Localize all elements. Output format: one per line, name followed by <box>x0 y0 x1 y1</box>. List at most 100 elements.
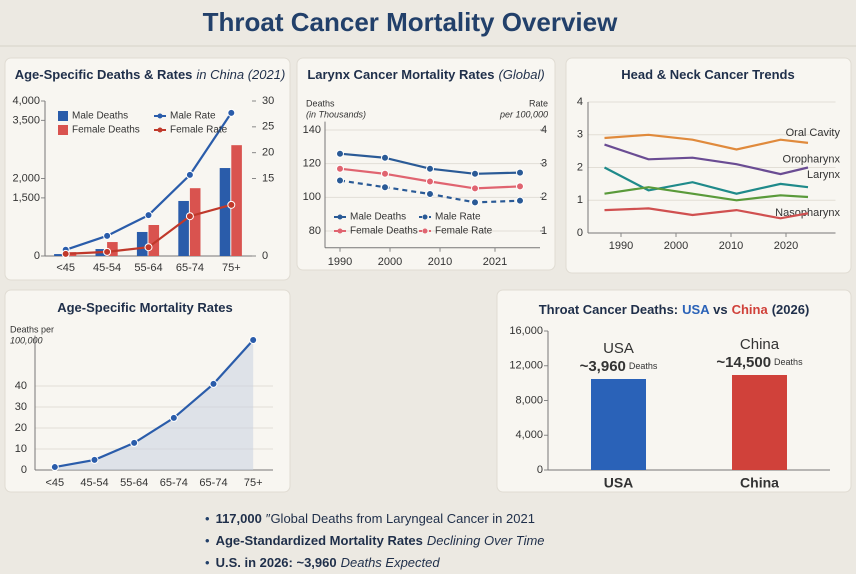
marker <box>103 247 112 256</box>
annotation-number: ~3,960 <box>580 358 626 375</box>
y-tick-label: 0 <box>577 227 583 239</box>
legend-label: Female Rate <box>170 125 228 136</box>
title: Age-Specific Mortality Rates <box>57 300 233 315</box>
legend-swatch <box>58 111 68 121</box>
marker <box>516 168 524 177</box>
bar <box>178 200 189 256</box>
y2-axis-title: Rate <box>529 98 548 108</box>
panel <box>4 57 291 281</box>
marker <box>471 184 479 193</box>
marker <box>471 169 479 178</box>
marker <box>103 231 112 240</box>
bar <box>54 254 65 256</box>
page-title: Throat Cancer Mortality Overview <box>203 7 618 37</box>
y-tick-label: 0 <box>34 250 40 262</box>
bullet-text: Declining Over Time <box>426 533 545 548</box>
marker <box>61 249 70 258</box>
x-tick-label: 65-74 <box>176 262 204 274</box>
y-axis-title: Deaths <box>306 98 335 108</box>
chart-title: Throat Cancer Deaths: USA vs China (2026) <box>539 302 810 317</box>
title-part: vs <box>713 302 727 317</box>
title-part: USA <box>682 302 710 317</box>
y-tick-label: 30 <box>15 401 27 413</box>
marker <box>227 108 236 117</box>
chart-title: Age-Specific Deaths & Rates in China (202… <box>15 67 286 82</box>
legend-label: Female Deaths <box>350 226 418 237</box>
y-tick-label: 4 <box>577 96 583 108</box>
line <box>54 339 255 469</box>
legend-swatch <box>58 125 68 135</box>
legend-label: Female Deaths <box>72 125 140 136</box>
y-tick-label: 16,000 <box>509 325 543 337</box>
x-tick-label: 2010 <box>428 256 452 268</box>
marker <box>426 164 434 173</box>
line <box>604 133 809 151</box>
bullet: 117,000″Global Deaths from Laryngeal Can… <box>205 508 545 530</box>
line <box>603 166 809 195</box>
annotation-unit: Deaths <box>774 357 803 367</box>
marker <box>336 176 344 185</box>
y-axis-note: (in Thousands) <box>306 109 366 119</box>
marker <box>381 153 389 162</box>
subtitle: in China (2021) <box>196 67 285 82</box>
bar <box>591 378 646 470</box>
x-tick-label: 45-54 <box>80 477 108 489</box>
series-label: Oral Cavity <box>786 127 841 139</box>
legend-dot <box>157 127 163 133</box>
x-tick-label: 2000 <box>664 240 688 252</box>
y-tick-label: 100 <box>303 191 321 203</box>
x-tick-label: <45 <box>56 262 75 274</box>
title-part: Throat Cancer Deaths: <box>539 302 678 317</box>
bar <box>148 225 160 256</box>
marker <box>381 169 389 178</box>
marker <box>144 211 153 220</box>
annotation-value: ~14,500 Deaths <box>716 354 803 371</box>
x-tick-label: 2020 <box>774 240 798 252</box>
y2-axis-note: per 100,000 <box>499 109 548 119</box>
x-tick-label: 65-74 <box>199 477 227 489</box>
x-tick-label: 55-64 <box>120 477 148 489</box>
marker <box>516 182 524 191</box>
y-tick-label: 3 <box>577 129 583 141</box>
x-tick-label: 2021 <box>483 256 507 268</box>
y-tick-label: 10 <box>15 443 27 455</box>
annotation-value: ~3,960 Deaths <box>580 358 658 375</box>
marker <box>336 164 344 173</box>
y-tick-label: 8,000 <box>515 394 543 406</box>
marker <box>185 170 194 179</box>
bullet-bold: U.S. in 2026: ~3,960 <box>215 555 337 570</box>
y-tick-label: 80 <box>309 225 321 237</box>
line <box>604 143 809 176</box>
x-tick-label: 75+ <box>244 477 263 489</box>
chart-title: Larynx Cancer Mortality Rates (Global) <box>307 67 544 82</box>
legend-dot <box>157 113 163 119</box>
x-tick-label: 2000 <box>378 256 402 268</box>
bullet-bold: Age-Standardized Mortality Rates <box>215 533 423 548</box>
y-tick-label: 0 <box>537 464 543 476</box>
marker <box>381 183 389 192</box>
title: Age-Specific Deaths & Rates <box>15 67 193 82</box>
bar <box>219 168 231 256</box>
y-tick-label: 40 <box>15 380 27 392</box>
y2-tick-label: 2 <box>541 191 547 203</box>
y-tick-label: 120 <box>303 158 321 170</box>
y-tick-label: 20 <box>15 422 27 434</box>
marker <box>209 379 218 388</box>
x-tick-label: 55-64 <box>134 262 162 274</box>
marker <box>185 212 194 221</box>
legend-dot <box>337 214 343 220</box>
marker <box>516 196 524 205</box>
line <box>604 186 809 202</box>
title-part: (2026) <box>772 302 810 317</box>
bar <box>231 145 242 256</box>
y-tick-label: 4,000 <box>12 95 40 107</box>
bar <box>136 231 148 256</box>
y2-tick-label: 30 <box>262 95 274 107</box>
legend-dot <box>337 228 343 234</box>
legend-dot <box>422 214 428 220</box>
legend-label: Female Rate <box>435 226 493 237</box>
title-part: China <box>732 302 769 317</box>
y2-tick-label: 0 <box>262 250 268 262</box>
